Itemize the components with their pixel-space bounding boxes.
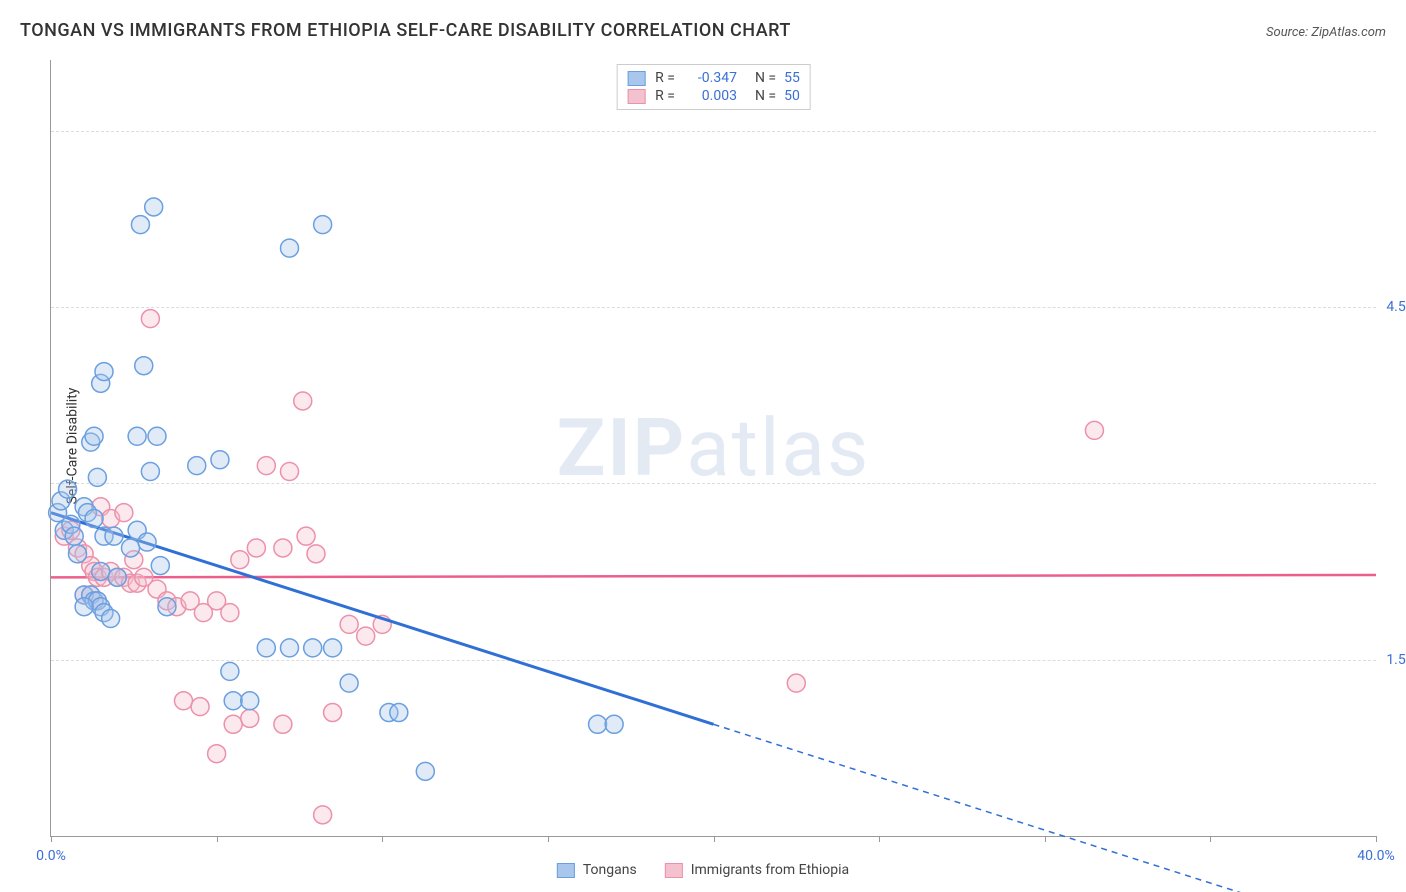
legend-item-1: Immigrants from Ethiopia xyxy=(665,862,849,878)
data-point xyxy=(138,533,156,551)
n-label: N = xyxy=(755,70,776,86)
data-point xyxy=(141,463,159,481)
data-point xyxy=(304,639,322,657)
r-value-1: 0.003 xyxy=(683,88,737,104)
data-point xyxy=(59,480,77,498)
data-point xyxy=(221,604,239,622)
n-value-1: 50 xyxy=(784,88,800,104)
data-point xyxy=(274,539,292,557)
stats-row-0: R = -0.347 N = 55 xyxy=(627,69,800,87)
data-point xyxy=(605,715,623,733)
swatch-series-0 xyxy=(627,71,645,86)
data-point xyxy=(141,310,159,328)
data-point xyxy=(416,762,434,780)
data-point xyxy=(787,674,805,692)
data-point xyxy=(69,545,87,563)
data-point xyxy=(65,527,83,545)
data-point xyxy=(88,468,106,486)
data-point xyxy=(102,609,120,627)
data-point xyxy=(281,463,299,481)
data-point xyxy=(274,715,292,733)
data-point xyxy=(158,598,176,616)
data-point xyxy=(108,568,126,586)
stats-box: R = -0.347 N = 55 R = 0.003 N = 50 xyxy=(616,64,811,110)
plot-area: ZIPatlas R = -0.347 N = 55 R = 0.003 N =… xyxy=(50,60,1376,837)
plot-svg xyxy=(51,60,1376,836)
data-point xyxy=(281,639,299,657)
bottom-legend: Tongans Immigrants from Ethiopia xyxy=(557,862,849,878)
data-point xyxy=(188,457,206,475)
data-point xyxy=(148,427,166,445)
data-point xyxy=(1085,421,1103,439)
n-label: N = xyxy=(755,88,776,104)
data-point xyxy=(297,527,315,545)
data-point xyxy=(357,627,375,645)
title-bar: TONGAN VS IMMIGRANTS FROM ETHIOPIA SELF-… xyxy=(20,20,1386,41)
data-point xyxy=(224,692,242,710)
n-value-0: 55 xyxy=(784,70,800,86)
data-point xyxy=(75,598,93,616)
data-point xyxy=(128,427,146,445)
swatch-series-1 xyxy=(627,89,645,104)
data-point xyxy=(211,451,229,469)
chart-title: TONGAN VS IMMIGRANTS FROM ETHIOPIA SELF-… xyxy=(20,20,791,41)
source-attribution: Source: ZipAtlas.com xyxy=(1266,25,1386,40)
data-point xyxy=(175,692,193,710)
data-point xyxy=(281,239,299,257)
data-point xyxy=(135,357,153,375)
data-point xyxy=(208,745,226,763)
legend-item-0: Tongans xyxy=(557,862,637,878)
x-tick-label: 40.0% xyxy=(1357,848,1395,864)
data-point xyxy=(221,662,239,680)
legend-swatch-1 xyxy=(665,863,683,878)
data-point xyxy=(115,504,133,522)
data-point xyxy=(307,545,325,563)
chart-container: TONGAN VS IMMIGRANTS FROM ETHIOPIA SELF-… xyxy=(0,0,1406,892)
r-label: R = xyxy=(655,70,675,86)
data-point xyxy=(105,527,123,545)
data-point xyxy=(294,392,312,410)
data-point xyxy=(92,562,110,580)
data-point xyxy=(314,806,332,824)
data-point xyxy=(131,216,149,234)
r-label: R = xyxy=(655,88,675,104)
data-point xyxy=(85,510,103,528)
data-point xyxy=(589,715,607,733)
legend-swatch-0 xyxy=(557,863,575,878)
legend-label-1: Immigrants from Ethiopia xyxy=(691,862,849,878)
data-point xyxy=(151,557,169,575)
data-point xyxy=(340,615,358,633)
r-value-0: -0.347 xyxy=(683,70,737,86)
data-point xyxy=(257,639,275,657)
x-tick-label: 0.0% xyxy=(36,848,66,864)
data-point xyxy=(241,692,259,710)
data-point xyxy=(324,639,342,657)
data-point xyxy=(241,709,259,727)
data-point xyxy=(247,539,265,557)
data-point xyxy=(145,198,163,216)
data-point xyxy=(231,551,249,569)
y-tick-label: 1.5% xyxy=(1386,652,1406,668)
data-point xyxy=(122,539,140,557)
y-tick-label: 4.5% xyxy=(1386,299,1406,315)
data-point xyxy=(95,363,113,381)
legend-label-0: Tongans xyxy=(583,862,637,878)
data-point xyxy=(340,674,358,692)
data-point xyxy=(314,216,332,234)
data-point xyxy=(257,457,275,475)
data-point xyxy=(85,427,103,445)
stats-row-1: R = 0.003 N = 50 xyxy=(627,87,800,105)
data-point xyxy=(191,698,209,716)
data-point xyxy=(324,704,342,722)
data-point xyxy=(224,715,242,733)
data-point xyxy=(390,704,408,722)
